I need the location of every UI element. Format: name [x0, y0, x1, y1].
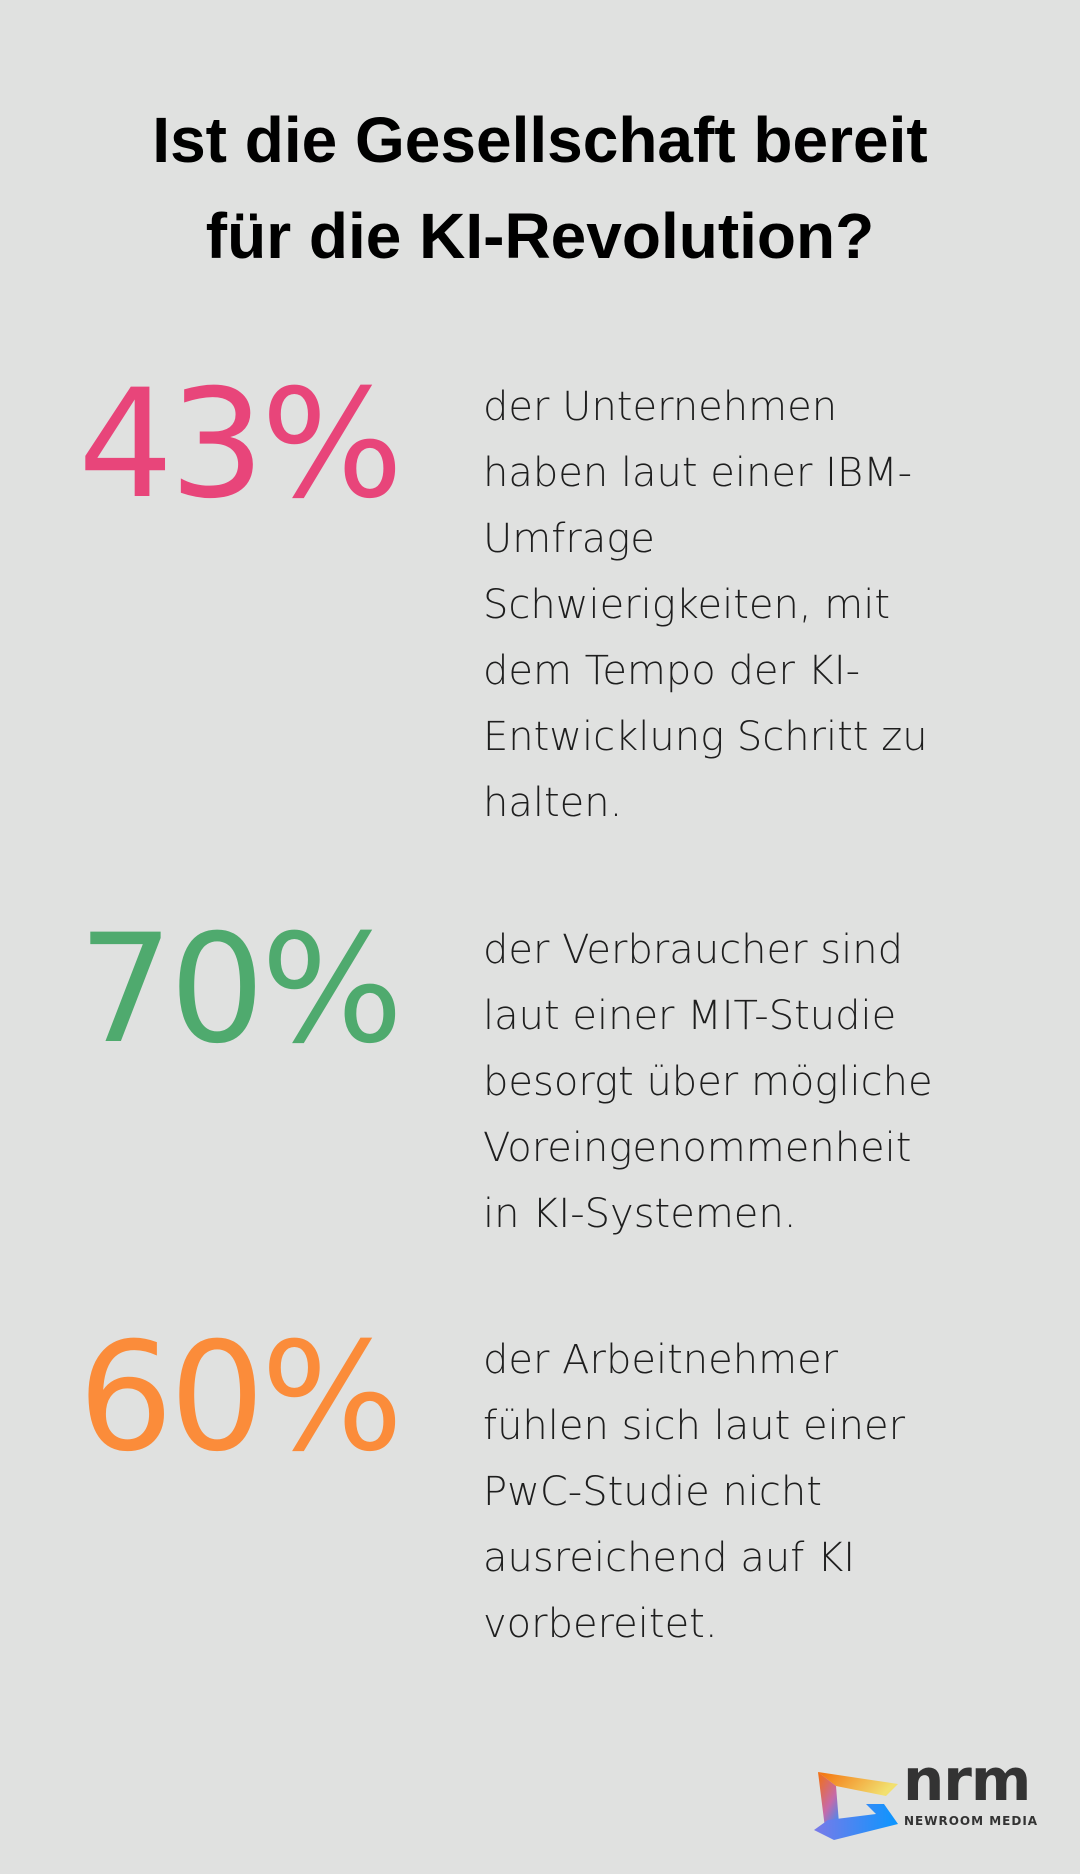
text-line: Voreingenommenheit	[483, 1125, 912, 1171]
text-line: laut einer MIT-Studie	[483, 993, 897, 1039]
text-line: fühlen sich laut einer	[483, 1403, 906, 1449]
title-line: für die KI-Revolution?	[205, 200, 875, 272]
text-line: besorgt über mögliche	[483, 1059, 933, 1105]
stat-value-60: 60%	[78, 1311, 403, 1485]
stat-description-70: der Verbraucher sind laut einer MIT-Stud…	[483, 917, 1043, 1247]
text-line: ausreichend auf KI	[483, 1535, 856, 1581]
page-title: Ist die Gesellschaft bereit für die KI-R…	[0, 92, 1080, 284]
text-line: Entwicklung Schritt zu	[483, 714, 928, 760]
text-line: Umfrage	[483, 516, 655, 562]
title-line: Ist die Gesellschaft bereit	[152, 104, 928, 176]
text-line: Schwierigkeiten, mit	[483, 582, 891, 628]
text-line: halten.	[483, 780, 623, 826]
text-line: der Verbraucher sind	[483, 927, 903, 973]
stat-value-43: 43%	[78, 358, 403, 532]
text-line: vorbereitet.	[483, 1601, 718, 1647]
stat-description-60: der Arbeitnehmer fühlen sich laut einer …	[483, 1327, 1043, 1657]
logo-subtitle: NEWROOM MEDIA	[904, 1814, 1039, 1828]
stat-value-70: 70%	[78, 903, 403, 1077]
stat-description-43: der Unternehmen haben laut einer IBM- Um…	[483, 374, 1043, 836]
text-line: PwC-Studie nicht	[483, 1469, 822, 1515]
text-line: dem Tempo der KI-	[483, 648, 861, 694]
text-line: in KI-Systemen.	[483, 1191, 797, 1237]
text-line: der Unternehmen	[483, 384, 838, 430]
logo-mark-icon	[814, 1772, 898, 1840]
newroom-media-logo: nrm NEWROOM MEDIA	[798, 1746, 1048, 1842]
text-line: der Arbeitnehmer	[483, 1337, 839, 1383]
text-line: haben laut einer IBM-	[483, 450, 913, 496]
logo-wordmark: nrm	[903, 1746, 1031, 1814]
